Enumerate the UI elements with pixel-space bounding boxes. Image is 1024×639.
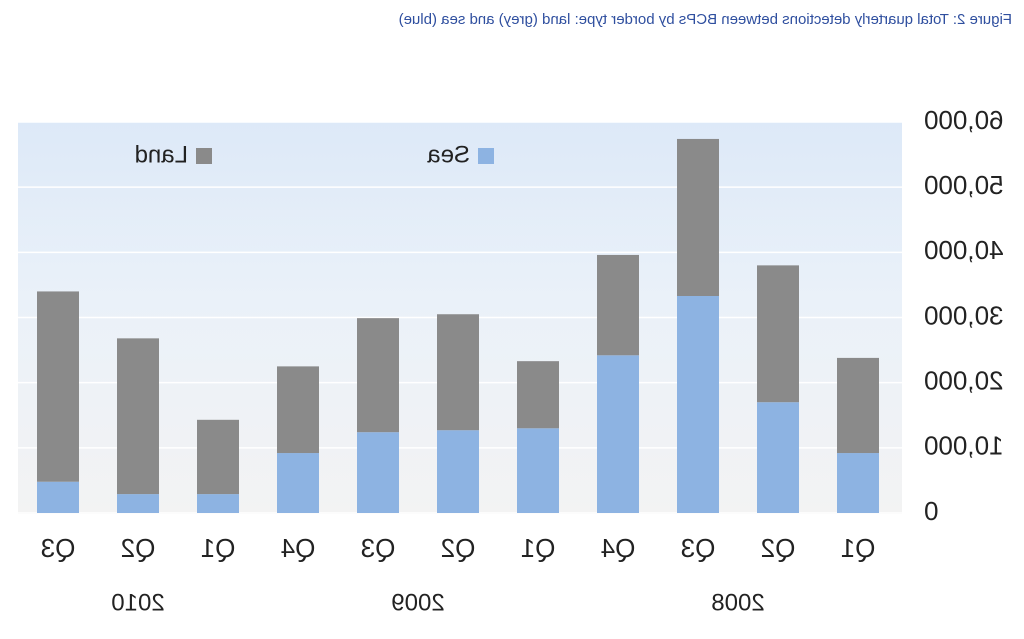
bar-segment (837, 357, 879, 454)
legend-swatch (478, 148, 494, 164)
bar-segment (357, 318, 399, 433)
year-label: 2008 (711, 589, 764, 616)
chart-body: Figure 2: Total quarterly detections bet… (18, 11, 1012, 616)
bar-segment (597, 355, 639, 513)
bar-segment (37, 291, 79, 482)
bar-segment (837, 453, 879, 513)
bar-segment (517, 361, 559, 429)
bar-segment (757, 402, 799, 513)
y-tick-label: 30,000 (924, 300, 1004, 330)
x-tick-label: Q1 (521, 533, 556, 563)
y-tick-label: 50,000 (924, 170, 1004, 200)
bar-segment (277, 366, 319, 454)
bar-segment (357, 432, 399, 513)
bar-segment (197, 494, 239, 513)
x-tick-label: Q3 (361, 533, 396, 563)
bar-segment (117, 338, 159, 495)
y-tick-label: 20,000 (924, 366, 1004, 396)
bar-segment (677, 138, 719, 296)
legend-label: Land (135, 141, 188, 168)
year-label: 2009 (391, 589, 444, 616)
bar-segment (197, 419, 239, 495)
year-label: 2010 (111, 589, 164, 616)
x-tick-label: Q2 (121, 533, 156, 563)
x-tick-label: Q2 (761, 533, 796, 563)
x-tick-label: Q2 (441, 533, 476, 563)
legend-label: Sea (427, 141, 470, 168)
y-tick-label: 40,000 (924, 235, 1004, 265)
legend-swatch (196, 148, 212, 164)
x-tick-label: Q4 (281, 533, 316, 563)
bar-segment (677, 295, 719, 513)
chart-title: Figure 2: Total quarterly detections bet… (399, 11, 1012, 28)
bar-segment (757, 265, 799, 403)
bar-segment (437, 430, 479, 513)
x-tick-label: Q3 (681, 533, 716, 563)
x-tick-label: Q1 (201, 533, 236, 563)
bar-segment (277, 453, 319, 513)
y-tick-label: 10,000 (924, 431, 1004, 461)
bar-segment (597, 254, 639, 356)
y-tick-label: 0 (924, 496, 938, 526)
bar-segment (517, 428, 559, 513)
y-tick-label: 60,000 (924, 105, 1004, 135)
bar-segment (37, 481, 79, 513)
x-tick-label: Q3 (41, 533, 76, 563)
bar-segment (437, 314, 479, 431)
x-tick-label: Q4 (601, 533, 636, 563)
bar-segment (117, 494, 159, 513)
x-tick-label: Q1 (841, 533, 876, 563)
